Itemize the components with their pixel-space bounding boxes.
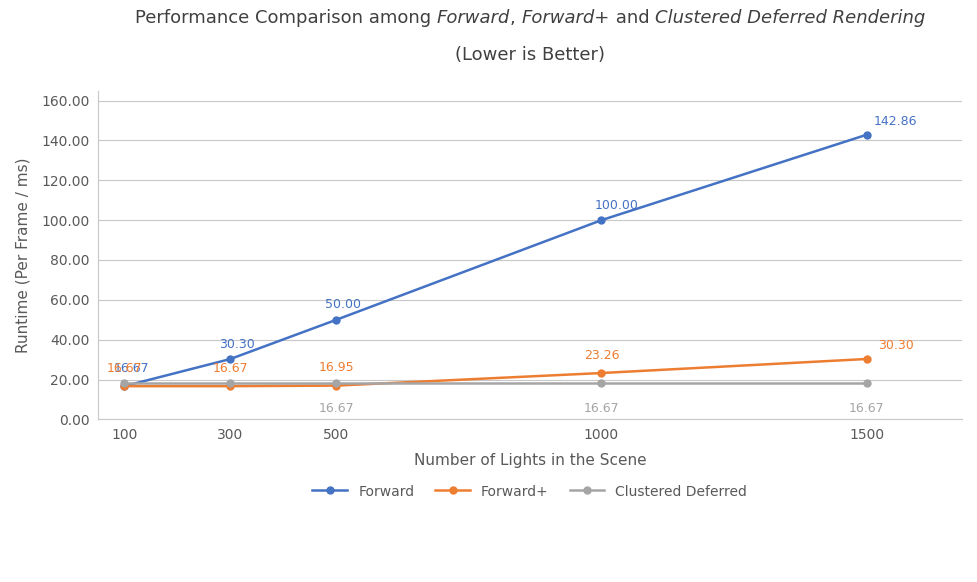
Text: Performance Comparison among: Performance Comparison among: [135, 9, 437, 27]
Text: and: and: [610, 9, 655, 27]
X-axis label: Number of Lights in the Scene: Number of Lights in the Scene: [413, 453, 646, 468]
Text: 142.86: 142.86: [873, 115, 917, 128]
Text: 16.67: 16.67: [583, 402, 619, 415]
Text: 30.30: 30.30: [219, 338, 255, 351]
Legend: Forward, Forward+, Clustered Deferred: Forward, Forward+, Clustered Deferred: [307, 480, 753, 505]
Text: Forward: Forward: [437, 9, 510, 27]
Text: 16.95: 16.95: [319, 361, 355, 374]
Text: 23.26: 23.26: [583, 349, 619, 362]
Text: ,: ,: [510, 9, 521, 27]
Y-axis label: Runtime (Per Frame / ms): Runtime (Per Frame / ms): [15, 157, 30, 353]
Text: 16.67: 16.67: [849, 402, 884, 415]
Text: 30.30: 30.30: [877, 339, 913, 352]
Text: 50.00: 50.00: [325, 299, 361, 311]
Text: Clustered Deferred Rendering: Clustered Deferred Rendering: [655, 9, 925, 27]
Text: 16.67: 16.67: [213, 362, 248, 375]
Text: (Lower is Better): (Lower is Better): [455, 47, 605, 65]
Text: 100.00: 100.00: [595, 199, 638, 212]
Text: 16.67: 16.67: [106, 362, 142, 375]
Text: 16.67: 16.67: [113, 362, 149, 375]
Text: Forward+: Forward+: [521, 9, 610, 27]
Text: 16.67: 16.67: [319, 402, 355, 415]
